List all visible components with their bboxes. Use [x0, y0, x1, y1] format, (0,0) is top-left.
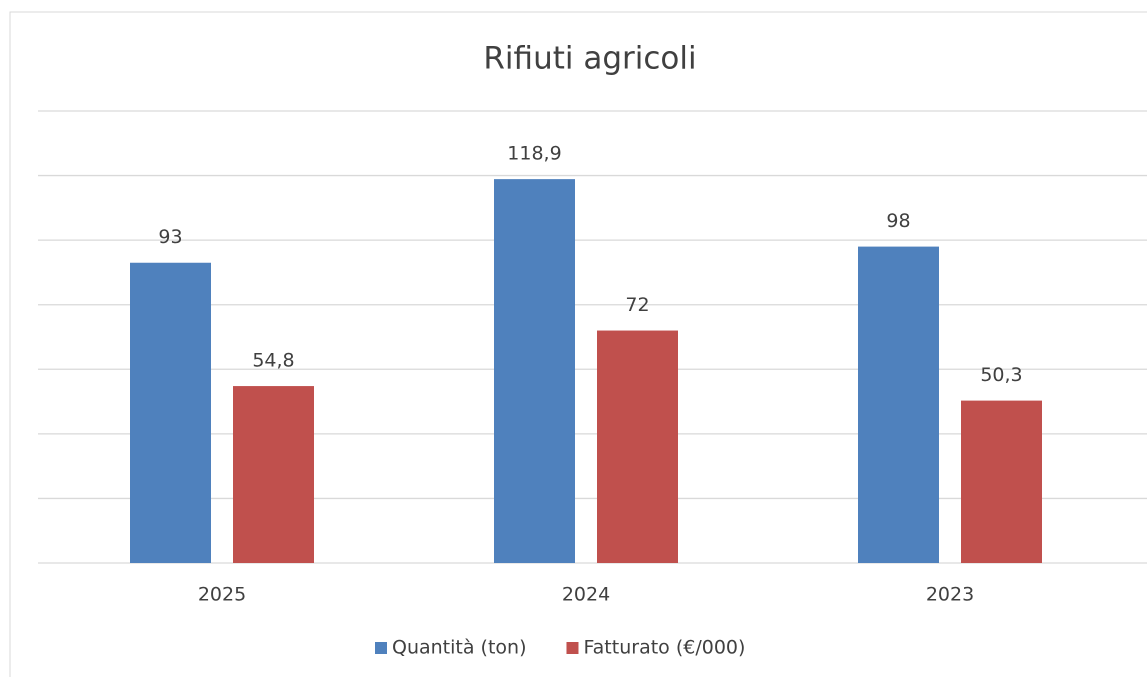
- chart-title: Rifiuti agricoli: [483, 41, 696, 77]
- bar: [494, 179, 575, 563]
- data-label: 93: [158, 226, 182, 248]
- data-label: 50,3: [980, 364, 1022, 386]
- x-tick-label: 2025: [198, 584, 246, 606]
- x-tick-label: 2024: [562, 584, 610, 606]
- legend-label: Fatturato (€/000): [583, 637, 745, 659]
- legend-swatch: [375, 642, 387, 654]
- x-tick-label: 2023: [926, 584, 974, 606]
- bar: [858, 246, 939, 563]
- bar: [961, 400, 1042, 563]
- legend-label: Quantità (ton): [392, 637, 526, 659]
- bar: [233, 386, 314, 563]
- data-label: 118,9: [507, 143, 561, 165]
- data-label: 98: [886, 210, 910, 232]
- legend-swatch: [566, 642, 579, 654]
- bar: [597, 330, 678, 563]
- data-label: 54,8: [252, 350, 294, 372]
- bar: [130, 262, 211, 563]
- data-label: 72: [625, 294, 649, 316]
